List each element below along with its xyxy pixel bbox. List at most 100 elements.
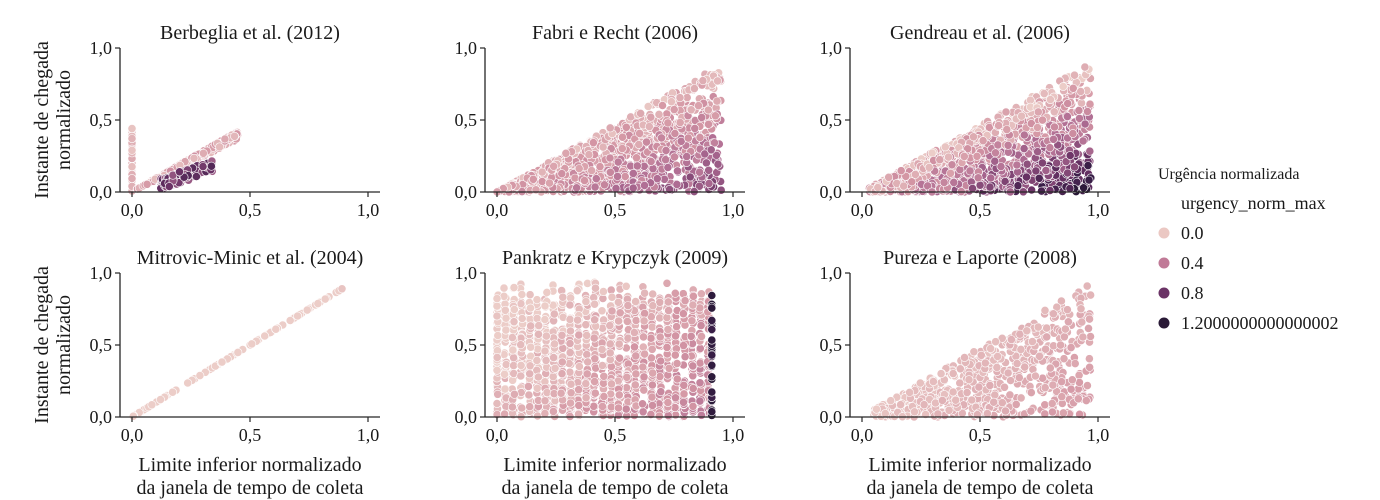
data-point	[575, 362, 584, 371]
data-point	[614, 403, 623, 413]
data-point	[640, 288, 649, 298]
data-point	[663, 118, 673, 128]
data-point	[580, 176, 589, 185]
data-point	[707, 407, 717, 417]
data-point	[697, 113, 707, 122]
data-point	[1080, 119, 1090, 129]
data-point	[972, 151, 982, 161]
data-point	[1079, 183, 1088, 193]
data-point	[1037, 186, 1046, 196]
data-point	[549, 353, 558, 362]
data-point	[516, 371, 526, 381]
data-point	[697, 331, 706, 341]
data-point	[168, 387, 177, 397]
data-point	[947, 160, 957, 170]
data-point	[1070, 162, 1079, 172]
data-point	[590, 315, 599, 325]
data-point	[537, 177, 547, 186]
data-point	[1033, 107, 1043, 117]
data-point	[631, 316, 641, 325]
data-point	[695, 396, 705, 406]
data-point	[679, 309, 688, 319]
data-point	[532, 313, 542, 323]
data-point	[320, 294, 330, 304]
data-point	[614, 297, 623, 307]
y-tick-label: 1,0	[90, 263, 113, 283]
data-point	[634, 140, 644, 149]
data-point	[615, 353, 624, 363]
data-point	[663, 398, 673, 407]
data-point	[690, 84, 699, 93]
data-point	[542, 287, 552, 297]
x-tick-label: 1,0	[357, 425, 380, 445]
data-point	[587, 166, 596, 175]
data-point	[524, 381, 533, 391]
data-point	[583, 357, 593, 367]
data-point	[636, 109, 645, 118]
data-point	[590, 299, 599, 309]
x-tick-label: 0,0	[121, 200, 144, 220]
data-point	[657, 133, 666, 143]
y-tick-label: 1,0	[820, 38, 843, 58]
data-point	[690, 123, 700, 133]
subplot-title: Gendreau et al. (2006)	[890, 22, 1070, 44]
data-point	[572, 183, 581, 193]
data-point	[1017, 111, 1026, 121]
data-point	[1083, 161, 1093, 170]
data-point	[1027, 185, 1036, 195]
data-point	[525, 290, 535, 300]
data-point	[1033, 147, 1042, 157]
data-point	[540, 396, 550, 406]
data-point	[648, 164, 658, 174]
data-point	[1085, 99, 1095, 109]
data-point	[493, 389, 503, 399]
x-tick-label: 1,0	[722, 425, 745, 445]
data-point	[638, 407, 648, 417]
data-point	[669, 105, 679, 114]
data-point	[973, 173, 983, 183]
data-point	[695, 167, 704, 177]
data-point	[671, 393, 680, 403]
data-point	[581, 393, 591, 403]
data-point	[648, 368, 658, 378]
x-tick-label: 0,5	[604, 200, 627, 220]
data-point	[1001, 107, 1011, 117]
data-point	[191, 172, 201, 181]
data-point	[590, 377, 599, 386]
data-point	[672, 179, 682, 189]
data-point	[969, 132, 978, 142]
data-point	[313, 299, 323, 308]
y-tick-label: 0,5	[455, 335, 478, 355]
x-tick-label: 0,0	[121, 425, 144, 445]
data-point	[509, 283, 519, 292]
data-point	[337, 284, 347, 294]
data-point	[598, 361, 607, 370]
data-point	[647, 322, 657, 332]
data-point	[302, 305, 312, 315]
data-point	[994, 121, 1003, 130]
data-point	[215, 142, 224, 152]
scatter-points	[127, 124, 243, 196]
data-point	[697, 289, 706, 299]
y-tick-label: 0,0	[455, 407, 478, 427]
x-tick-label: 0,5	[969, 200, 992, 220]
data-point	[707, 335, 717, 345]
data-point	[949, 177, 959, 187]
data-point	[156, 395, 165, 404]
data-point	[1033, 123, 1042, 132]
data-point	[707, 360, 717, 370]
y-tick-label: 0,5	[90, 335, 113, 355]
data-point	[217, 357, 227, 367]
data-point	[899, 181, 909, 191]
data-point	[911, 169, 920, 179]
data-point	[1041, 166, 1051, 175]
x-tick-label: 0,0	[486, 200, 509, 220]
data-point	[501, 325, 511, 335]
data-point	[127, 134, 137, 143]
data-point	[605, 153, 615, 163]
data-point	[707, 387, 717, 397]
data-point	[599, 371, 609, 381]
data-point	[589, 138, 598, 148]
